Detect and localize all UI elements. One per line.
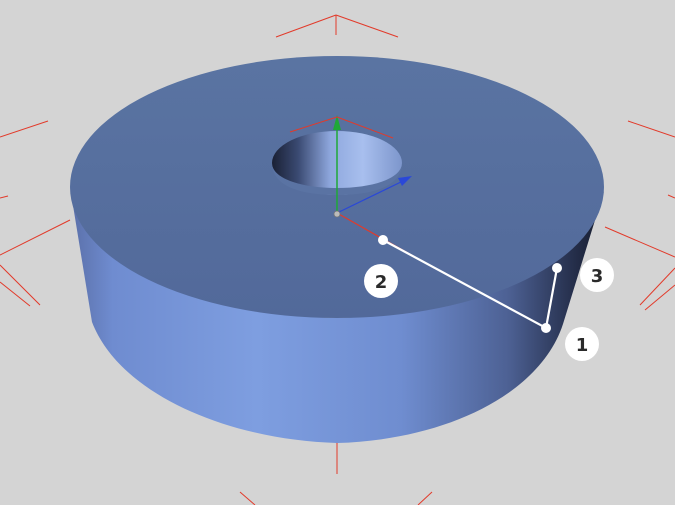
measure-point-2[interactable] xyxy=(378,235,388,245)
marker-1[interactable]: 1 xyxy=(565,327,599,361)
measurement-path[interactable] xyxy=(378,235,562,333)
marker-2-label: 2 xyxy=(375,272,388,293)
marker-1-label: 1 xyxy=(576,335,589,356)
cylinder-side[interactable] xyxy=(70,187,604,443)
cylinder-solid[interactable] xyxy=(70,56,604,443)
marker-3-label: 3 xyxy=(591,266,604,287)
measure-point-3[interactable] xyxy=(552,263,562,273)
axis-gizmo-icon[interactable] xyxy=(289,115,416,258)
measure-point-1[interactable] xyxy=(541,323,551,333)
marker-3[interactable]: 3 xyxy=(580,258,614,292)
marker-2[interactable]: 2 xyxy=(364,264,398,298)
